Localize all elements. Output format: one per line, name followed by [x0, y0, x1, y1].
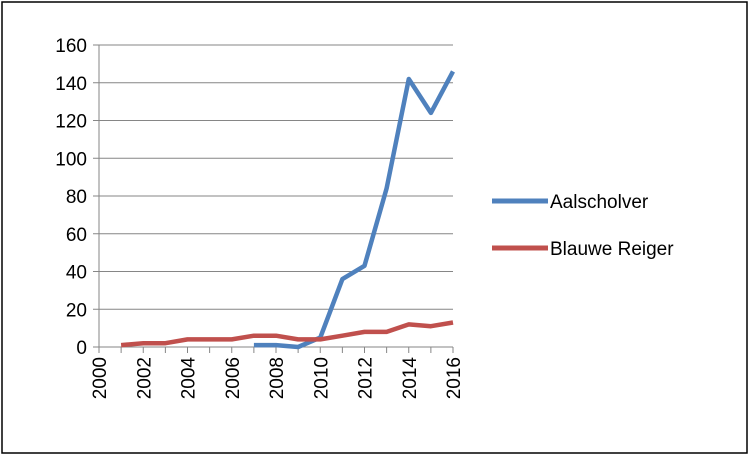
- x-tick-label-2000: 2000: [90, 357, 111, 399]
- legend-label-blauwe-reiger: Blauwe Reiger: [550, 239, 674, 260]
- x-tick-label-2006: 2006: [223, 357, 244, 399]
- x-tick-label-2008: 2008: [267, 357, 288, 399]
- y-tick-label-140: 140: [55, 74, 87, 95]
- y-tick-label-60: 60: [66, 225, 87, 246]
- x-tick-label-2004: 2004: [179, 357, 200, 400]
- y-tick-label-160: 160: [55, 36, 87, 57]
- x-tick-label-2010: 2010: [311, 357, 332, 399]
- y-tick-label-100: 100: [55, 149, 87, 170]
- legend: Aalscholver Blauwe Reiger: [492, 192, 674, 260]
- series-lines: [120, 70, 455, 350]
- x-tick-label-2014: 2014: [400, 357, 421, 400]
- y-tick-label-0: 0: [76, 338, 87, 359]
- x-tick-label-2016: 2016: [444, 357, 465, 399]
- series-line-blauwe-reiger: [120, 320, 454, 348]
- axes: 0 20 40 60 80 100 120 140 160 2000 2002 2004 2006 200…: [55, 36, 465, 399]
- x-tick-label-2002: 2002: [134, 357, 155, 399]
- y-tick-label-40: 40: [66, 263, 87, 284]
- gridlines: [99, 44, 453, 310]
- series-line-aalscholver: [253, 70, 455, 350]
- y-tick-label-20: 20: [66, 300, 87, 321]
- y-tick-label-120: 120: [55, 112, 87, 133]
- x-tick-label-2012: 2012: [356, 357, 377, 399]
- legend-label-aalscholver: Aalscholver: [550, 192, 649, 213]
- y-tick-label-80: 80: [66, 187, 87, 208]
